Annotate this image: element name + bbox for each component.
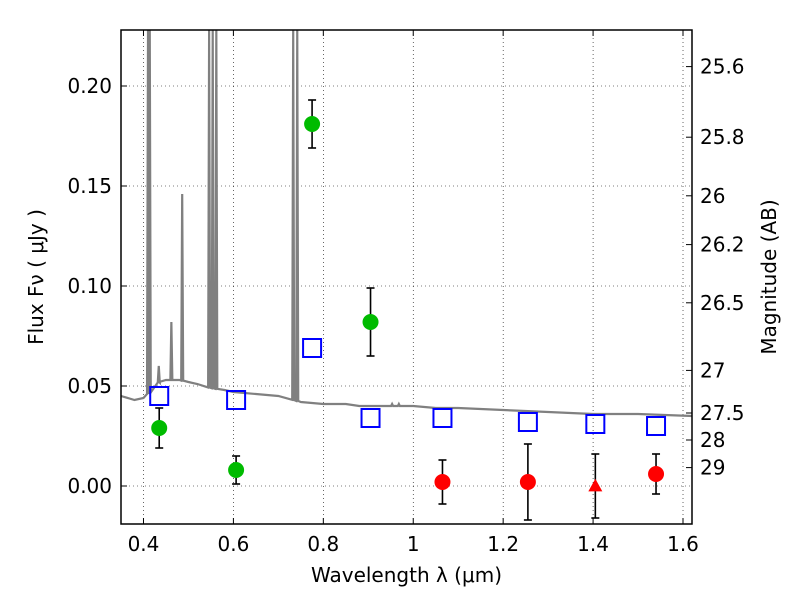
- y-tick-label: 0.05: [67, 374, 112, 398]
- plot-frame: [120, 29, 693, 525]
- right-axis-tick-label: 26.5: [700, 291, 745, 315]
- right-axis-tick-label: 25.8: [700, 125, 745, 149]
- model-photometry-point: [302, 338, 323, 358]
- model-spectrum-line: [120, 29, 693, 418]
- y-tick-label: 0.00: [67, 474, 112, 498]
- model-photometry-point: [226, 390, 247, 410]
- right-axis-tick-label: 28: [700, 428, 725, 452]
- x-tick-label: 0.8: [307, 532, 339, 556]
- upper-limit-marker: [588, 478, 603, 492]
- x-tick-label: 0.4: [128, 532, 160, 556]
- ticks: [121, 30, 692, 524]
- grid: [121, 30, 692, 524]
- data-point: [362, 314, 379, 330]
- right-axis-tick-label: 27.5: [700, 401, 745, 425]
- y-tick-label: 0.10: [67, 274, 112, 298]
- model-spectrum: [120, 29, 693, 418]
- x-tick-label: 1.4: [577, 532, 609, 556]
- right-axis-tick-label: 26.2: [700, 233, 745, 257]
- right-axis-tick-label: 26: [700, 184, 725, 208]
- tick-labels: 0.4 0.6 0.8 1 1.2 1.4 1.6 0.00 0.05 0.10 0.15 0.20 2…: [67, 55, 744, 556]
- data-markers: [149, 116, 667, 492]
- model-photometry-point: [432, 408, 453, 428]
- model-photometry-point: [149, 386, 170, 406]
- x-tick-label: 1.2: [487, 532, 519, 556]
- y-tick-label: 0.15: [67, 174, 112, 198]
- right-axis-tick-label: 29: [700, 456, 725, 480]
- data-point: [519, 474, 536, 490]
- x-axis-title: Wavelength λ (μm): [311, 563, 502, 587]
- y-tick-label: 0.20: [67, 74, 112, 98]
- right-axis-title: Magnitude (AB): [757, 199, 781, 354]
- data-point: [151, 420, 168, 436]
- right-axis-tick-label: 27: [700, 358, 725, 382]
- data-point: [304, 116, 321, 132]
- x-tick-label: 0.6: [217, 532, 249, 556]
- model-photometry-point: [517, 412, 538, 432]
- model-photometry-point: [360, 408, 381, 428]
- y-axis-title: Flux Fν ( μJy ): [24, 209, 48, 345]
- x-tick-label: 1: [407, 532, 420, 556]
- right-axis-tick-label: 25.6: [700, 55, 745, 79]
- model-photometry-point: [646, 416, 667, 436]
- model-photometry-point: [585, 414, 606, 434]
- data-point: [648, 466, 665, 482]
- error-bars: [155, 99, 661, 521]
- x-tick-label: 1.6: [667, 532, 699, 556]
- data-point: [228, 462, 245, 478]
- data-point: [434, 474, 451, 490]
